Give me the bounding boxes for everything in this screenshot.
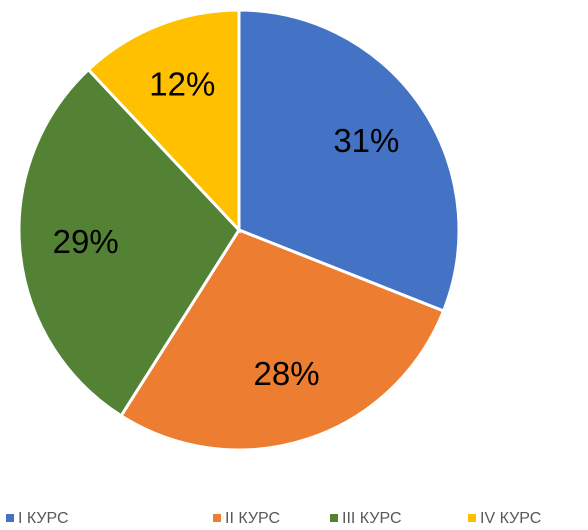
pie-slice xyxy=(237,8,461,313)
data-label: 31% xyxy=(333,122,399,159)
data-label: 12% xyxy=(149,66,215,103)
legend-swatch xyxy=(213,514,221,522)
data-label: 29% xyxy=(53,223,119,260)
legend-swatch xyxy=(468,514,476,522)
legend-label: III КУРС xyxy=(342,510,402,527)
legend-label: II КУРС xyxy=(225,510,280,527)
legend-swatch xyxy=(6,514,14,522)
pie-slice xyxy=(119,228,446,452)
legend-swatch xyxy=(330,514,338,522)
pie-slice xyxy=(17,67,241,418)
legend-label: IV КУРС xyxy=(480,510,541,527)
pie-slice xyxy=(86,8,241,234)
legend-label: I КУРС xyxy=(18,510,69,527)
data-label: 28% xyxy=(254,355,320,392)
